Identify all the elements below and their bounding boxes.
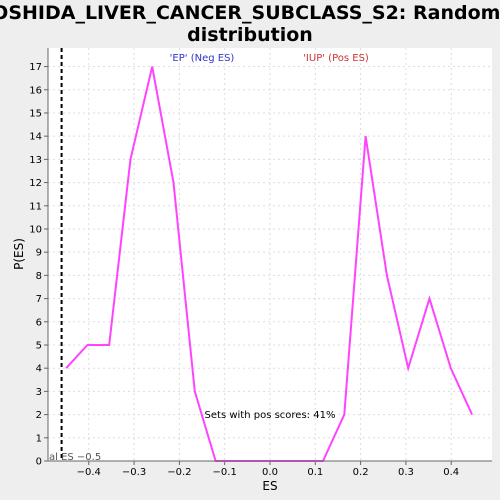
y-tick-label: 7 (36, 294, 42, 305)
actual-es-label: al ES −0.5 (49, 452, 101, 463)
x-tick-label: 0.2 (353, 467, 369, 478)
neg-es-label: 'EP' (Neg ES) (170, 53, 235, 64)
x-tick-label: −0.1 (213, 467, 237, 478)
x-tick-label: 0.3 (398, 467, 414, 478)
y-tick-label: 11 (29, 201, 42, 212)
sets-pos-scores-label: Sets with pos scores: 41% (205, 410, 336, 421)
y-tick-label: 1 (36, 433, 42, 444)
y-axis-label: P(ES) (12, 238, 26, 270)
chart-title-line2: distribution (187, 24, 313, 46)
y-tick-label: 13 (29, 155, 42, 166)
y-tick-label: 0 (36, 457, 42, 468)
y-tick-label: 14 (29, 132, 42, 143)
x-tick-label: −0.3 (122, 467, 146, 478)
y-tick-label: 15 (29, 108, 42, 119)
y-tick-label: 6 (36, 317, 42, 328)
x-axis-label: ES (262, 479, 277, 493)
y-tick-label: 5 (36, 340, 42, 351)
chart-title-line1: HOSHIDA_LIVER_CANCER_SUBCLASS_S2: Random… (0, 2, 500, 24)
y-tick-label: 9 (36, 248, 42, 259)
x-tick-label: −0.2 (167, 467, 191, 478)
y-tick-label: 10 (29, 224, 42, 235)
y-tick-label: 12 (29, 178, 42, 189)
x-tick-label: −0.4 (77, 467, 101, 478)
x-tick-label: 0.0 (262, 467, 278, 478)
y-tick-label: 17 (29, 62, 42, 73)
y-tick-label: 3 (36, 387, 42, 398)
x-axis-ticks: −0.4 −0.3 −0.2 −0.1 0.0 0.1 0.2 0.3 0.4 (77, 461, 459, 478)
grid-lines (48, 48, 492, 462)
y-tick-label: 4 (36, 364, 42, 375)
x-tick-label: 0.4 (443, 467, 459, 478)
x-tick-label: 0.1 (307, 467, 323, 478)
y-tick-label: 8 (36, 271, 42, 282)
pos-es-label: 'IUP' (Pos ES) (303, 53, 369, 64)
y-tick-label: 2 (36, 410, 42, 421)
y-tick-label: 16 (29, 85, 42, 96)
